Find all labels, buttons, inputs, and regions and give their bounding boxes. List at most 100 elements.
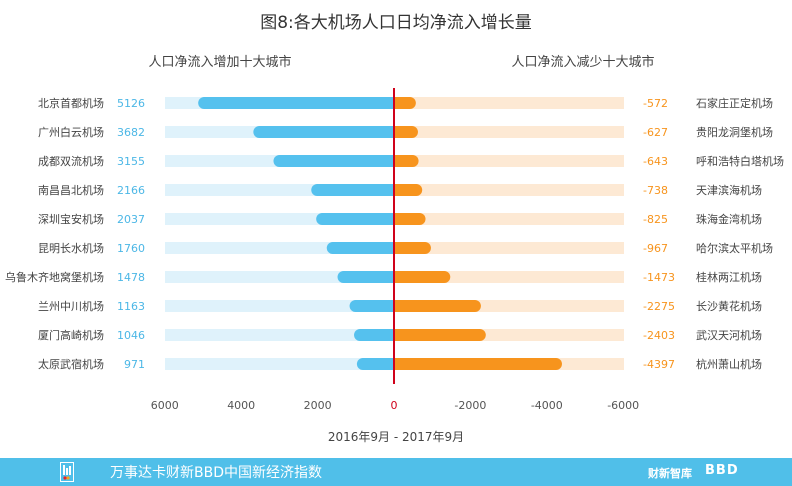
chart-title: 图8:各大机场人口日均净流入增长量 bbox=[260, 13, 532, 33]
left-value-label: 2166 bbox=[117, 184, 145, 197]
left-category-label: 乌鲁木齐地窝堡机场 bbox=[5, 270, 104, 284]
right-bar bbox=[394, 300, 481, 312]
x-tick-label: -2000 bbox=[454, 399, 486, 412]
right-value-label: -4397 bbox=[643, 358, 675, 371]
right-category-label: 贵阳龙洞堡机场 bbox=[696, 125, 773, 139]
x-tick-label: 0 bbox=[391, 399, 398, 412]
left-category-label: 北京首都机场 bbox=[38, 96, 104, 110]
left-bar-base bbox=[386, 155, 394, 167]
left-bar-track bbox=[165, 329, 394, 341]
left-bar-track bbox=[165, 358, 394, 370]
right-category-label: 珠海金湾机场 bbox=[696, 212, 762, 226]
right-bar-track bbox=[394, 126, 624, 138]
left-value-label: 3155 bbox=[117, 155, 145, 168]
left-value-label: 3682 bbox=[117, 126, 145, 139]
right-bar-base bbox=[394, 329, 402, 341]
right-bar bbox=[394, 242, 431, 254]
right-value-label: -967 bbox=[643, 242, 668, 255]
left-bar-track bbox=[165, 300, 394, 312]
x-tick-label: 2000 bbox=[304, 399, 332, 412]
left-bar-base bbox=[386, 271, 394, 283]
left-bar-base bbox=[386, 126, 394, 138]
left-value-label: 1163 bbox=[117, 300, 145, 313]
right-category-label: 长沙黄花机场 bbox=[696, 299, 762, 313]
index-logo-icon bbox=[60, 462, 74, 482]
right-bar-base bbox=[394, 242, 402, 254]
right-bar-track bbox=[394, 242, 624, 254]
left-bar-base bbox=[386, 358, 394, 370]
right-category-label: 桂林两江机场 bbox=[696, 270, 762, 284]
left-subtitle: 人口净流入增加十大城市 bbox=[148, 55, 292, 70]
right-bar-track bbox=[394, 213, 624, 225]
right-bar-base bbox=[394, 358, 402, 370]
right-category-label: 呼和浩特白塔机场 bbox=[696, 154, 784, 168]
right-bar-base bbox=[394, 97, 402, 109]
left-bar-base bbox=[386, 213, 394, 225]
left-bar bbox=[337, 271, 394, 283]
x-tick-label: -4000 bbox=[531, 399, 563, 412]
right-bar-track bbox=[394, 271, 624, 283]
left-bar bbox=[326, 242, 394, 254]
right-bar-base bbox=[394, 155, 402, 167]
right-bar bbox=[394, 329, 486, 341]
left-bar bbox=[356, 358, 394, 370]
right-category-label: 天津滨海机场 bbox=[696, 183, 762, 197]
right-value-label: -627 bbox=[643, 126, 668, 139]
right-bar-track bbox=[394, 184, 624, 196]
right-value-label: -643 bbox=[643, 155, 668, 168]
left-bar bbox=[198, 97, 394, 109]
right-bar-base bbox=[394, 126, 402, 138]
right-value-label: -738 bbox=[643, 184, 668, 197]
caixin-think-tank-logo: 财新智库 bbox=[648, 467, 692, 480]
left-value-label: 1760 bbox=[117, 242, 145, 255]
left-bar bbox=[316, 213, 394, 225]
left-category-label: 广州白云机场 bbox=[38, 125, 104, 139]
left-bar bbox=[349, 300, 394, 312]
left-category-label: 南昌昌北机场 bbox=[38, 183, 104, 197]
right-value-label: -1473 bbox=[643, 271, 675, 284]
footer-index-name: 万事达卡财新BBD中国新经济指数 bbox=[110, 465, 322, 481]
left-bar-track bbox=[165, 271, 394, 283]
right-value-label: -2403 bbox=[643, 329, 675, 342]
left-bar-base bbox=[386, 97, 394, 109]
right-bar-base bbox=[394, 300, 402, 312]
footer-bar: 万事达卡财新BBD中国新经济指数 财新智库 BBD bbox=[0, 458, 792, 486]
right-bar-base bbox=[394, 271, 402, 283]
left-category-label: 兰州中川机场 bbox=[38, 299, 104, 313]
right-category-label: 石家庄正定机场 bbox=[696, 96, 773, 110]
right-bar-base bbox=[394, 184, 402, 196]
x-tick-label: 4000 bbox=[227, 399, 255, 412]
left-category-label: 昆明长水机场 bbox=[38, 241, 104, 255]
x-tick-label: 6000 bbox=[151, 399, 179, 412]
left-value-label: 5126 bbox=[117, 97, 145, 110]
left-value-label: 1478 bbox=[117, 271, 145, 284]
left-bar-base bbox=[386, 242, 394, 254]
left-bar-base bbox=[386, 329, 394, 341]
left-category-label: 深圳宝安机场 bbox=[38, 212, 104, 226]
right-subtitle: 人口净流入减少十大城市 bbox=[511, 55, 655, 70]
left-bar-base bbox=[386, 184, 394, 196]
right-bar-track bbox=[394, 97, 624, 109]
left-value-label: 1046 bbox=[117, 329, 145, 342]
left-bar bbox=[253, 126, 394, 138]
date-range-label: 2016年9月 - 2017年9月 bbox=[327, 430, 465, 444]
right-value-label: -2275 bbox=[643, 300, 675, 313]
x-tick-label: -6000 bbox=[607, 399, 639, 412]
bbd-logo: BBD bbox=[705, 463, 739, 478]
left-bar bbox=[273, 155, 394, 167]
left-bar bbox=[354, 329, 394, 341]
left-category-label: 厦门高崎机场 bbox=[38, 328, 104, 342]
right-bar bbox=[394, 358, 562, 370]
left-value-label: 2037 bbox=[117, 213, 145, 226]
right-bar-base bbox=[394, 213, 402, 225]
right-value-label: -825 bbox=[643, 213, 668, 226]
right-category-label: 杭州萧山机场 bbox=[696, 357, 762, 371]
left-bar bbox=[311, 184, 394, 196]
right-bar-track bbox=[394, 155, 624, 167]
right-value-label: -572 bbox=[643, 97, 668, 110]
right-category-label: 武汉天河机场 bbox=[696, 328, 762, 342]
right-bar bbox=[394, 271, 451, 283]
left-value-label: 971 bbox=[124, 358, 145, 371]
